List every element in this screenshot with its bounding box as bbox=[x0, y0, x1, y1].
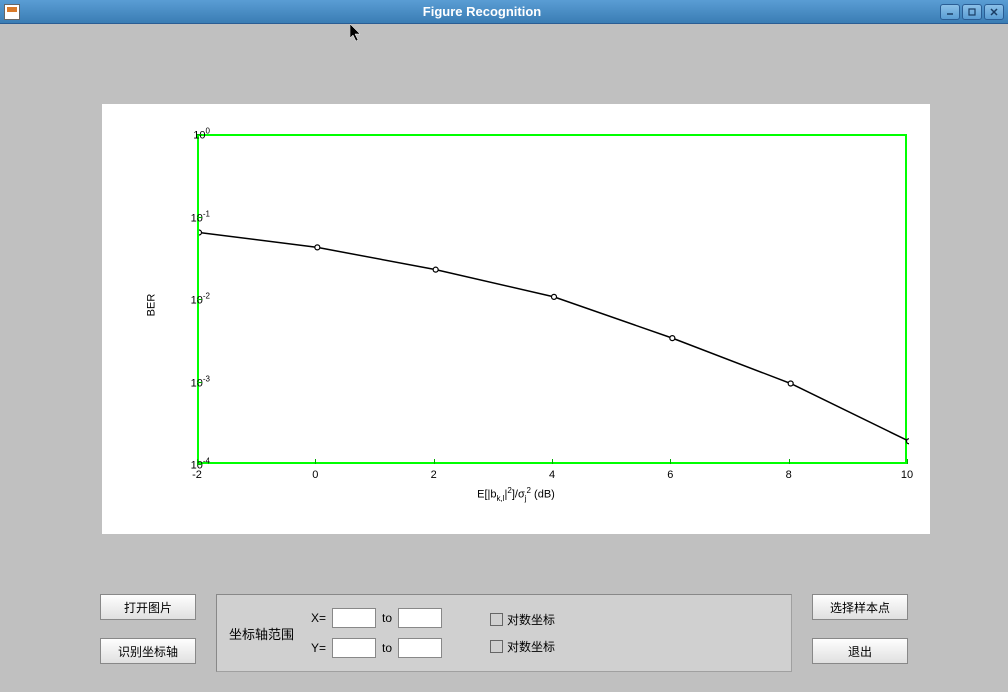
x-tick-label: 4 bbox=[537, 469, 567, 481]
x-log-label: 对数坐标 bbox=[507, 611, 555, 628]
x-log-checkbox[interactable] bbox=[490, 613, 503, 626]
axis-panel-title: 坐标轴范围 bbox=[229, 624, 294, 643]
x-tick-label: 8 bbox=[774, 469, 804, 481]
x-tick-label: 10 bbox=[892, 469, 922, 481]
x-axis-label: E[|bk,l|2]/σj2 (dB) bbox=[102, 486, 930, 503]
y-to-input[interactable] bbox=[398, 638, 442, 658]
cursor-icon bbox=[350, 24, 366, 44]
x-equals-label: X= bbox=[302, 611, 326, 625]
y-tick-label: 10-1 bbox=[170, 209, 210, 224]
main-area: 10010-110-210-310-4 -20246810 BER E[|bk,… bbox=[0, 24, 1008, 692]
window-title: Figure Recognition bbox=[24, 4, 940, 19]
y-to-label: to bbox=[382, 641, 392, 655]
right-button-group: 选择样本点 退出 bbox=[812, 594, 908, 664]
exit-button[interactable]: 退出 bbox=[812, 638, 908, 664]
x-to-label: to bbox=[382, 611, 392, 625]
window-controls bbox=[940, 4, 1004, 20]
y-tick-label: 10-3 bbox=[170, 374, 210, 389]
chart-panel: 10010-110-210-310-4 -20246810 BER E[|bk,… bbox=[102, 104, 930, 534]
y-log-label: 对数坐标 bbox=[507, 638, 555, 655]
recognize-axis-button[interactable]: 识别坐标轴 bbox=[100, 638, 196, 664]
y-from-input[interactable] bbox=[332, 638, 376, 658]
x-tick-label: 2 bbox=[419, 469, 449, 481]
minimize-button[interactable] bbox=[940, 4, 960, 20]
maximize-button[interactable] bbox=[962, 4, 982, 20]
y-tick-label: 10-2 bbox=[170, 292, 210, 307]
x-from-input[interactable] bbox=[332, 608, 376, 628]
x-tick-label: -2 bbox=[182, 469, 212, 481]
y-log-checkbox[interactable] bbox=[490, 640, 503, 653]
plot-svg bbox=[199, 136, 909, 466]
titlebar: Figure Recognition bbox=[0, 0, 1008, 24]
axis-range-panel: 坐标轴范围 X= to Y= to 对数坐标 bbox=[216, 594, 792, 672]
y-axis-label: BER bbox=[145, 294, 157, 317]
left-button-group: 打开图片 识别坐标轴 bbox=[100, 594, 196, 664]
y-range-row: Y= to bbox=[302, 638, 442, 658]
x-log-checkbox-row: 对数坐标 bbox=[490, 611, 555, 628]
x-tick-label: 0 bbox=[300, 469, 330, 481]
controls-row: 打开图片 识别坐标轴 坐标轴范围 X= to Y= to bbox=[100, 594, 908, 672]
y-tick-label: 100 bbox=[170, 127, 210, 142]
open-image-button[interactable]: 打开图片 bbox=[100, 594, 196, 620]
close-button[interactable] bbox=[984, 4, 1004, 20]
y-log-checkbox-row: 对数坐标 bbox=[490, 638, 555, 655]
select-samples-button[interactable]: 选择样本点 bbox=[812, 594, 908, 620]
y-equals-label: Y= bbox=[302, 641, 326, 655]
x-to-input[interactable] bbox=[398, 608, 442, 628]
x-range-row: X= to bbox=[302, 608, 442, 628]
app-icon bbox=[4, 4, 20, 20]
x-tick-label: 6 bbox=[655, 469, 685, 481]
plot-area[interactable] bbox=[197, 134, 907, 464]
